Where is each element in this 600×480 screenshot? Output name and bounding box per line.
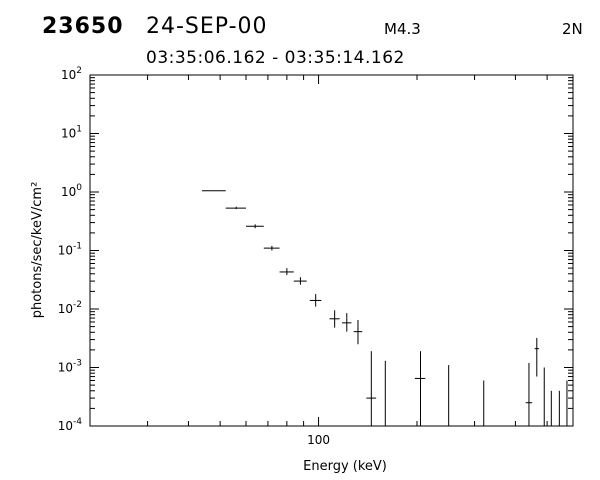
data-points (201, 190, 568, 426)
y-axis-label: photons/sec/keV/cm² (30, 182, 45, 319)
x-axis-label: Energy (keV) (303, 459, 387, 474)
data-point (225, 206, 247, 210)
data-point (279, 268, 294, 276)
x-tick-label: 100 (307, 433, 330, 447)
flare-location: 2N (562, 20, 583, 38)
data-point (366, 351, 377, 426)
y-tick-label: 102 (61, 66, 82, 82)
data-point (263, 245, 280, 251)
flare-date: 24-SEP-00 (146, 14, 268, 39)
data-point (342, 313, 352, 332)
data-point (246, 224, 264, 229)
goes-class: M4.3 (384, 20, 421, 38)
data-point (525, 362, 533, 426)
data-point (293, 277, 307, 285)
y-tick-label: 10-2 (58, 300, 82, 316)
data-point (534, 337, 539, 377)
data-point (414, 351, 426, 426)
plot-frame (89, 74, 574, 427)
y-tick-label: 101 (61, 125, 82, 141)
data-point (309, 294, 322, 307)
time-range: 03:35:06.162 - 03:35:14.162 (146, 48, 405, 68)
y-tick-label: 10-4 (58, 417, 83, 433)
axes: 10-4 10-3 10-2 10-1 100 101 102 100 (58, 66, 574, 447)
y-tick-label: 10-1 (58, 242, 82, 258)
data-point (353, 319, 363, 345)
data-point (329, 310, 340, 328)
flare-id: 23650 (42, 14, 124, 39)
y-tick-label: 10-3 (58, 359, 82, 375)
y-tick-label: 100 (61, 183, 82, 199)
